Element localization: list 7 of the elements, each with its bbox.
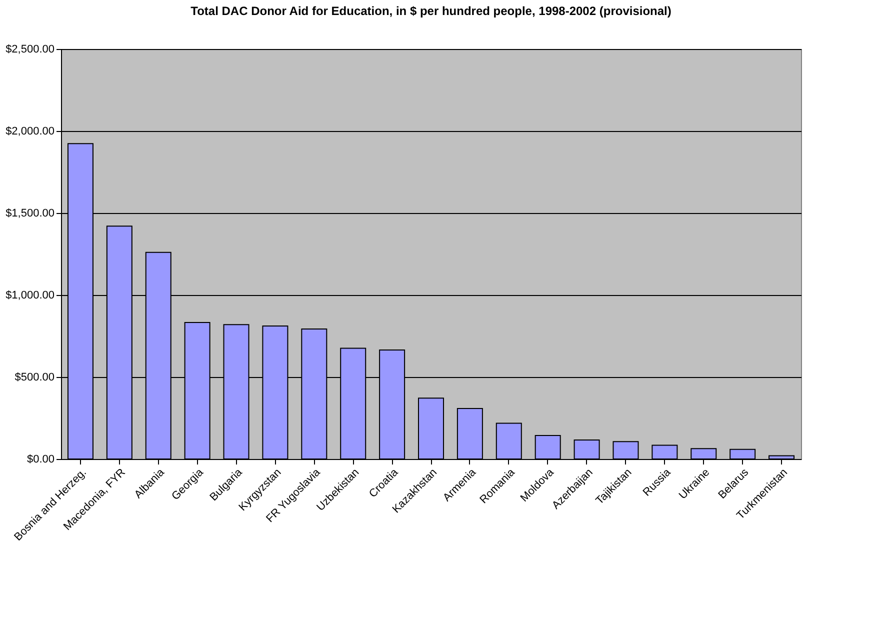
chart-title: Total DAC Donor Aid for Education, in $ per hundred people, 1998-2002 (provisional) (190, 4, 672, 18)
y-tick-label: $0.00 (26, 454, 54, 466)
y-tick-label: $1,500.00 (6, 208, 54, 220)
y-tick-label: $500.00 (14, 372, 54, 384)
y-tick-label: $2,500.00 (6, 44, 54, 56)
y-tick-label: $2,000.00 (6, 126, 54, 138)
y-tick-label: $1,000.00 (6, 290, 54, 302)
